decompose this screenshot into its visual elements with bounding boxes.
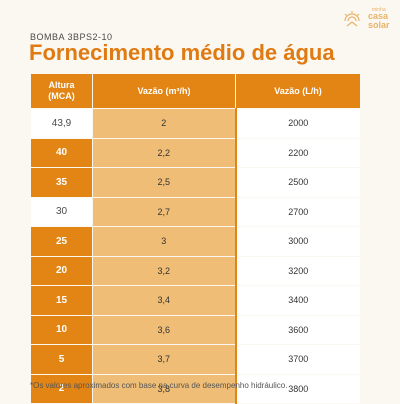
- table-row: 10 3,6 3600: [30, 314, 361, 345]
- cell-altura: 2: [30, 373, 93, 404]
- table-row: 25 3 3000: [30, 226, 361, 257]
- header-altura-line1: Altura: [48, 80, 75, 90]
- header-altura: Altura (MCA): [30, 73, 93, 109]
- header-vazao-lh: Vazão (L/h): [235, 73, 361, 109]
- table-row: 15 3,4 3400: [30, 285, 361, 316]
- cell-lh: 3400: [234, 285, 361, 316]
- cell-m3h: 3,6: [92, 314, 236, 345]
- water-supply-table: Altura (MCA) Vazão (m³/h) Vazão (L/h) 43…: [30, 73, 361, 404]
- cell-lh: 2700: [234, 196, 361, 227]
- cell-m3h: 2,2: [92, 137, 236, 168]
- cell-lh: 2000: [234, 108, 361, 139]
- table-row: 20 3,2 3200: [30, 255, 361, 286]
- cell-altura: 30: [30, 196, 93, 227]
- cell-m3h: 2,5: [92, 167, 236, 198]
- sun-house-icon: [344, 11, 360, 27]
- cell-altura: 35: [30, 167, 93, 198]
- cell-m3h: 2,7: [92, 196, 236, 227]
- cell-lh: 3000: [234, 226, 361, 257]
- logo-text-solar: solar: [368, 20, 390, 30]
- cell-lh: 3600: [234, 314, 361, 345]
- page-title: Fornecimento médio de água: [29, 40, 335, 65]
- table-row: 40 2,2 2200: [30, 137, 361, 168]
- cell-altura: 15: [30, 285, 93, 316]
- brand-logo: minha casa solar: [340, 5, 396, 33]
- cell-m3h: 3,2: [92, 255, 236, 286]
- cell-lh: 3200: [234, 255, 361, 286]
- logo-small-text: minha: [372, 7, 386, 13]
- table-row: 35 2,5 2500: [30, 167, 361, 198]
- cell-m3h: 3,4: [92, 285, 236, 316]
- cell-m3h: 2: [92, 108, 236, 139]
- cell-altura: 5: [30, 344, 93, 375]
- cell-altura: 20: [30, 255, 93, 286]
- cell-altura: 40: [30, 137, 93, 168]
- table-row: 5 3,7 3700: [30, 344, 361, 375]
- header-vazao-m3h: Vazão (m³/h): [92, 73, 236, 109]
- footnote: *Os valores aproximados com base na curv…: [30, 381, 288, 390]
- cell-m3h: 3,7: [92, 344, 236, 375]
- cell-lh: 3800: [234, 373, 361, 404]
- table-row: 43,9 2 2000: [30, 108, 361, 139]
- logo-text-casa: casa: [368, 11, 389, 21]
- cell-altura: 10: [30, 314, 93, 345]
- product-code: BOMBA 3BPS2-10: [30, 32, 113, 42]
- cell-lh: 2500: [234, 167, 361, 198]
- cell-m3h: 3: [92, 226, 236, 257]
- table-header-row: Altura (MCA) Vazão (m³/h) Vazão (L/h): [30, 73, 361, 109]
- cell-altura: 43,9: [30, 108, 93, 139]
- table-row: 30 2,7 2700: [30, 196, 361, 227]
- cell-lh: 3700: [234, 344, 361, 375]
- cell-lh: 2200: [234, 137, 361, 168]
- header-altura-line2: (MCA): [48, 91, 75, 101]
- cell-altura: 25: [30, 226, 93, 257]
